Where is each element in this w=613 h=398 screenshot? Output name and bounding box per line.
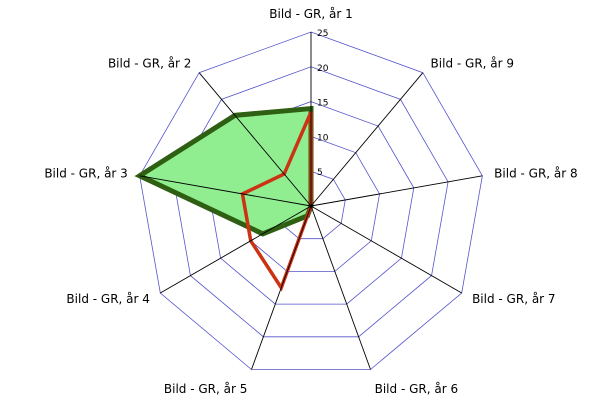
tick-label-layer: 5 10 15 20 25 xyxy=(317,29,329,178)
spoke-layer xyxy=(139,32,483,370)
category-label: Bild - GR, år 8 xyxy=(494,167,577,181)
grid-ring xyxy=(139,31,483,370)
tick-label: 25 xyxy=(317,29,328,39)
axis-spoke xyxy=(160,205,312,294)
tick-label: 15 xyxy=(317,99,328,109)
category-label: Bild - GR, år 2 xyxy=(108,57,191,71)
category-label: Bild - GR, år 9 xyxy=(431,57,514,71)
axis-spoke xyxy=(198,72,312,207)
category-label: Bild - GR, år 6 xyxy=(375,382,458,396)
axis-spoke xyxy=(139,175,312,207)
series-layer xyxy=(134,105,314,292)
tick-label: 10 xyxy=(317,133,329,143)
axis-spoke xyxy=(310,175,483,207)
tick-label: 20 xyxy=(317,64,329,74)
category-label: Bild - GR, år 1 xyxy=(269,7,352,21)
category-label-layer: Bild - GR, år 1 Bild - GR, år 9 Bild - GR,… xyxy=(44,7,577,396)
tick-label: 5 xyxy=(317,168,323,178)
category-label: Bild - GR, år 4 xyxy=(66,292,149,306)
category-label: Bild - GR, år 3 xyxy=(44,167,127,181)
axis-spoke xyxy=(310,205,371,370)
category-label: Bild - GR, år 5 xyxy=(164,382,247,396)
category-label: Bild - GR, år 7 xyxy=(472,292,555,306)
axis-spoke xyxy=(310,72,424,207)
axis-spoke xyxy=(310,205,462,294)
axis-spoke xyxy=(251,205,312,370)
